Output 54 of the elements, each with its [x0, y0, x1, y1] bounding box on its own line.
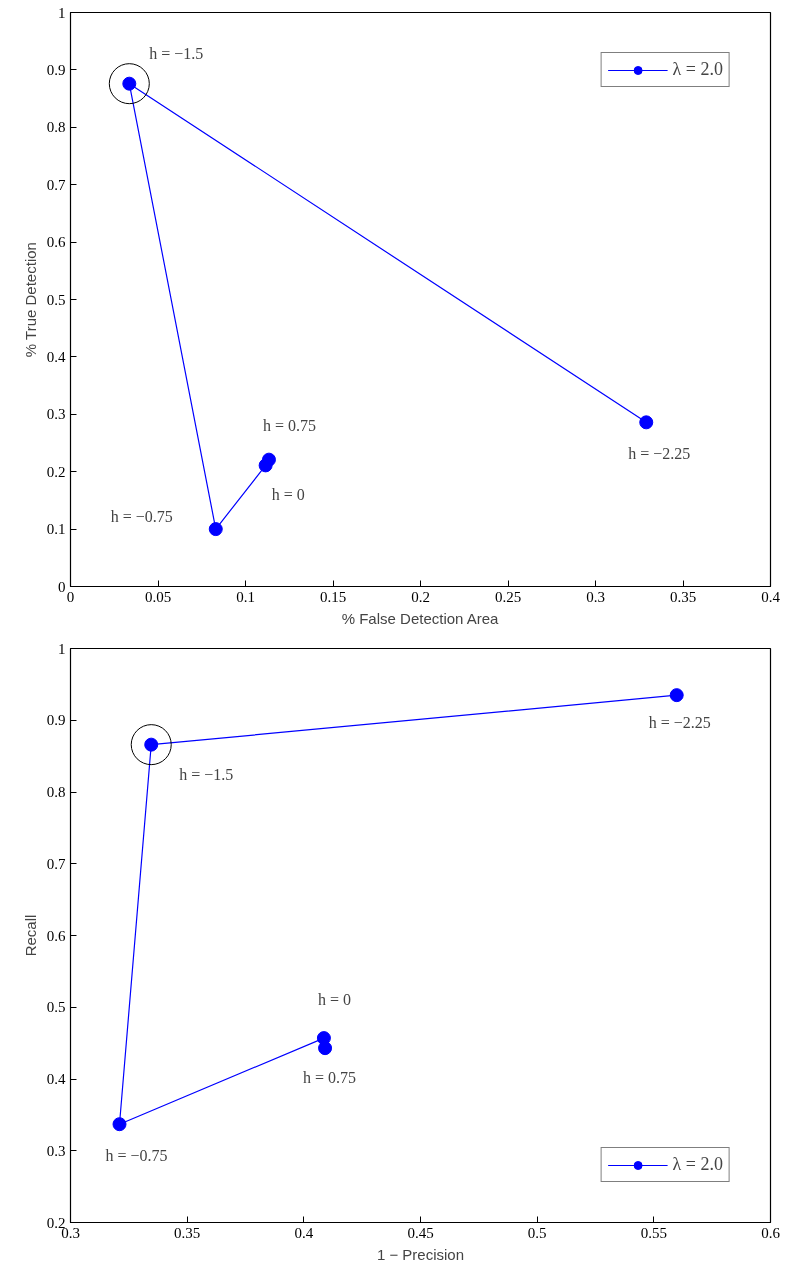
y-tick-label: 0.2 [46, 463, 66, 480]
legend-label: λ = 2.0 [672, 59, 723, 80]
x-axis-title: 1 − Precision [376, 1245, 465, 1263]
point [261, 452, 276, 467]
y-tick-label: 0.7 [46, 176, 66, 193]
point [112, 1117, 127, 1132]
y-tick-label: 0.5 [46, 291, 66, 308]
legend-label: λ = 2.0 [672, 1154, 723, 1175]
y-tick-label: 0.8 [46, 119, 66, 136]
annotation: h = 0.75 [303, 1069, 357, 1087]
y-tick-label: 0.1 [46, 521, 66, 538]
y-axis-title: Recall [21, 914, 39, 957]
x-tick-label: 0.05 [144, 588, 172, 605]
y-tick-label: 0.4 [46, 348, 66, 365]
y-tick-label: 0.9 [46, 61, 66, 78]
x-tick-label: 0.15 [319, 588, 347, 605]
annotation: h = −0.75 [105, 1147, 168, 1165]
y-tick-label: 0.3 [46, 406, 66, 423]
x-tick-label: 0.35 [669, 588, 697, 605]
annotation: h = −1.5 [149, 44, 204, 62]
point [318, 1041, 333, 1056]
x-axis-title: % False Detection Area [341, 609, 500, 627]
x-tick-label: 0.3 [586, 588, 605, 605]
x-tick-label: 0.1 [236, 588, 255, 605]
x-tick-label: 0.25 [494, 588, 522, 605]
point [208, 522, 223, 537]
x-tick-label: 0.35 [174, 1224, 201, 1241]
y-tick-label: 0.6 [46, 234, 66, 251]
y-tick-label: 0.4 [46, 1071, 66, 1087]
x-tick-label: 0.45 [407, 1224, 434, 1241]
y-tick-label: 1 [58, 640, 66, 657]
x-tick-label: 0.6 [761, 1224, 781, 1241]
annotation: h = −2.25 [648, 714, 711, 732]
annotation: h = 0 [317, 991, 351, 1009]
annotation: h = −0.75 [110, 508, 173, 526]
x-tick-label: 0.4 [761, 588, 781, 605]
y-tick-label: 1 [58, 4, 66, 21]
x-tick-label: 0.55 [640, 1224, 667, 1241]
y-axis-title: % True Detection [21, 242, 39, 358]
y-tick-label: 0.5 [46, 999, 66, 1016]
annotation: h = 0.75 [262, 416, 316, 434]
annotation: h = −2.25 [628, 445, 691, 463]
y-tick-label: 0.3 [46, 1142, 66, 1159]
x-tick-label: 0.2 [411, 588, 430, 605]
point [669, 688, 684, 703]
annotation: h = −1.5 [179, 765, 234, 783]
y-tick-label: 0.7 [46, 855, 66, 872]
point [639, 415, 654, 430]
y-tick-label: 0.8 [46, 784, 66, 800]
x-tick-label: 0.4 [294, 1224, 314, 1241]
annotation: h = 0 [271, 486, 305, 504]
x-tick-label: 0.5 [527, 1224, 547, 1241]
y-tick-label: 0.9 [46, 712, 66, 729]
y-tick-label: 0.6 [46, 927, 66, 944]
